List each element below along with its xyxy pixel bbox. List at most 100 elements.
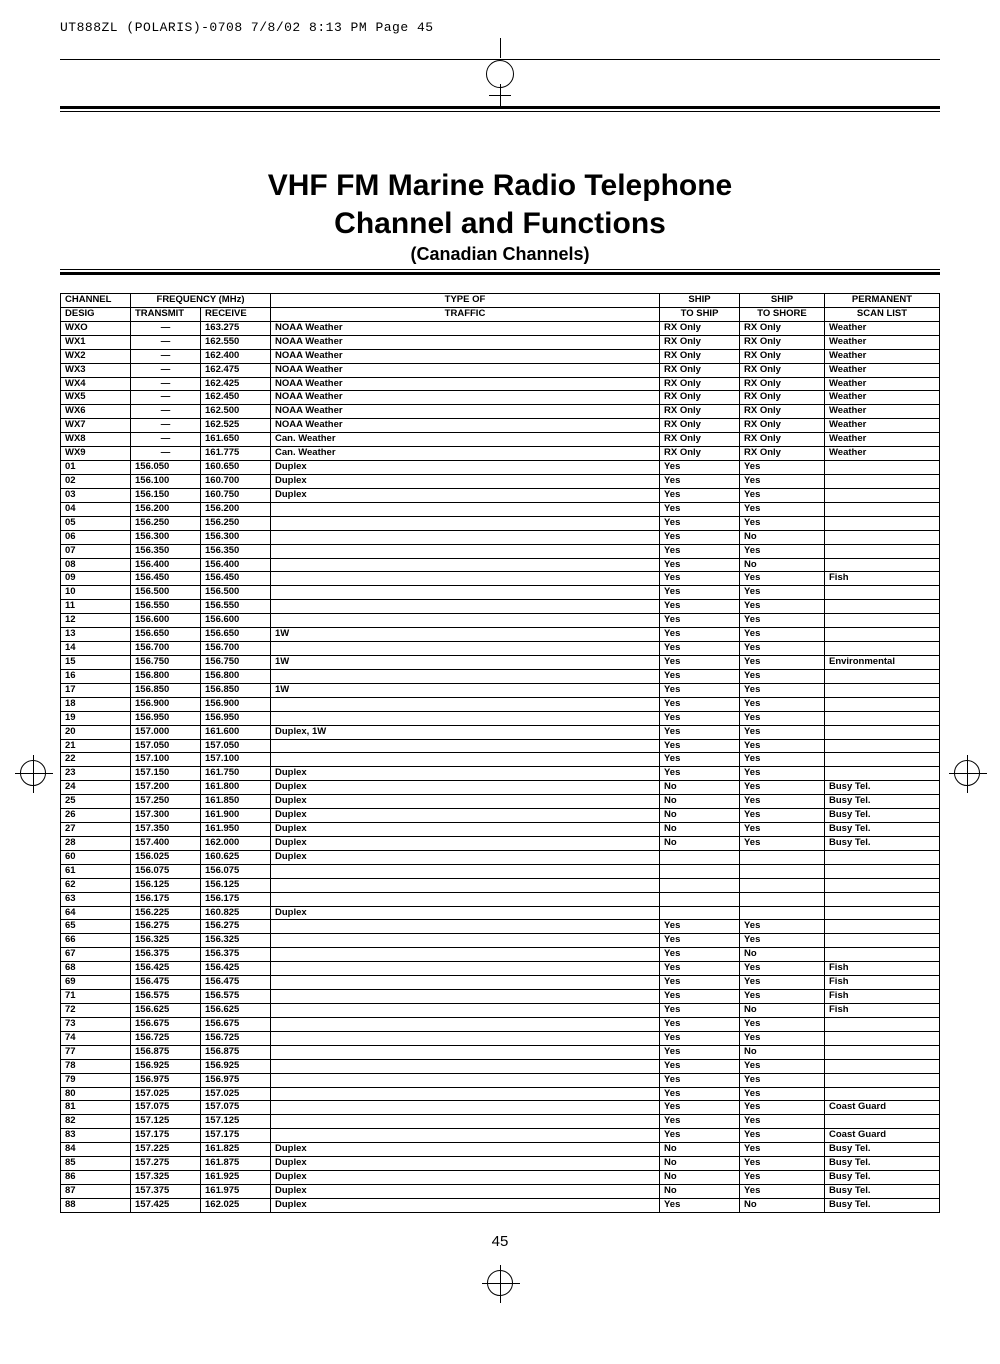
table-cell: Coast Guard — [825, 1129, 940, 1143]
table-cell: Yes — [740, 823, 825, 837]
table-cell: 162.550 — [201, 335, 271, 349]
table-cell: 81 — [61, 1101, 131, 1115]
table-cell: 161.975 — [201, 1185, 271, 1199]
table-cell: 60 — [61, 850, 131, 864]
table-cell: RX Only — [660, 321, 740, 335]
table-cell: 156.650 — [201, 628, 271, 642]
table-row: 04156.200156.200YesYes — [61, 502, 940, 516]
table-cell: Busy Tel. — [825, 1171, 940, 1185]
table-cell — [825, 767, 940, 781]
table-cell — [825, 906, 940, 920]
table-cell — [271, 1129, 660, 1143]
table-cell: Yes — [740, 781, 825, 795]
table-cell: Yes — [660, 697, 740, 711]
table-cell — [740, 878, 825, 892]
table-cell: Duplex — [271, 809, 660, 823]
table-row: 65156.275156.275YesYes — [61, 920, 940, 934]
table-cell — [271, 753, 660, 767]
table-cell: NOAA Weather — [271, 391, 660, 405]
table-row: 11156.550156.550YesYes — [61, 600, 940, 614]
table-cell: Yes — [660, 572, 740, 586]
table-row: 86157.325161.925DuplexNoYesBusy Tel. — [61, 1171, 940, 1185]
table-cell — [660, 850, 740, 864]
table-cell: 156.500 — [201, 586, 271, 600]
table-cell: 19 — [61, 711, 131, 725]
table-cell: 28 — [61, 836, 131, 850]
table-cell — [825, 878, 940, 892]
table-cell: Yes — [740, 1031, 825, 1045]
table-cell: Weather — [825, 419, 940, 433]
table-cell: 156.350 — [131, 544, 201, 558]
table-cell: WX7 — [61, 419, 131, 433]
table-cell — [825, 516, 940, 530]
table-cell — [271, 1045, 660, 1059]
table-cell: — — [131, 377, 201, 391]
table-cell: 17 — [61, 683, 131, 697]
table-row: 66156.325156.325YesYes — [61, 934, 940, 948]
rule-thick-2 — [60, 272, 940, 275]
table-row: 63156.175156.175 — [61, 892, 940, 906]
table-cell: 20 — [61, 725, 131, 739]
table-row: 08156.400156.400YesNo — [61, 558, 940, 572]
table-cell: RX Only — [660, 349, 740, 363]
table-cell: 161.875 — [201, 1157, 271, 1171]
table-cell: 22 — [61, 753, 131, 767]
table-cell: NOAA Weather — [271, 321, 660, 335]
table-cell — [271, 614, 660, 628]
table-cell — [740, 864, 825, 878]
table-cell: 156.500 — [131, 586, 201, 600]
table-cell: RX Only — [660, 447, 740, 461]
table-cell: 162.450 — [201, 391, 271, 405]
table-cell: Yes — [660, 586, 740, 600]
table-cell: Yes — [660, 558, 740, 572]
table-cell: 156.450 — [201, 572, 271, 586]
table-row: 78156.925156.925YesYes — [61, 1059, 940, 1073]
table-cell — [271, 1073, 660, 1087]
table-cell: 66 — [61, 934, 131, 948]
table-cell: 87 — [61, 1185, 131, 1199]
table-cell: NOAA Weather — [271, 377, 660, 391]
table-row: 07156.350156.350YesYes — [61, 544, 940, 558]
table-cell: RX Only — [660, 419, 740, 433]
table-cell: 156.450 — [131, 572, 201, 586]
table-cell — [660, 878, 740, 892]
rule-thin-2 — [60, 269, 940, 270]
table-cell: 71 — [61, 990, 131, 1004]
table-cell: Yes — [740, 628, 825, 642]
table-row: 18156.900156.900YesYes — [61, 697, 940, 711]
table-cell: 67 — [61, 948, 131, 962]
table-cell: Weather — [825, 335, 940, 349]
table-cell: Busy Tel. — [825, 1185, 940, 1199]
table-row: WX3—162.475NOAA WeatherRX OnlyRX OnlyWea… — [61, 363, 940, 377]
col-tx: TRANSMIT — [131, 307, 201, 321]
table-cell — [825, 934, 940, 948]
table-cell: 156.575 — [131, 990, 201, 1004]
table-cell: 156.300 — [201, 530, 271, 544]
table-cell — [271, 892, 660, 906]
table-cell: Yes — [740, 1171, 825, 1185]
page-number: 45 — [60, 1233, 940, 1250]
table-cell: 156.125 — [131, 878, 201, 892]
table-cell — [825, 1045, 940, 1059]
table-cell: WX9 — [61, 447, 131, 461]
table-cell: Duplex — [271, 1171, 660, 1185]
table-cell — [825, 1031, 940, 1045]
table-cell: NOAA Weather — [271, 419, 660, 433]
table-cell: Busy Tel. — [825, 1198, 940, 1212]
col-ship1-l2: TO SHIP — [660, 307, 740, 321]
table-cell: 156.700 — [201, 642, 271, 656]
table-cell: 156.850 — [131, 683, 201, 697]
table-cell: 09 — [61, 572, 131, 586]
table-row: 19156.950156.950YesYes — [61, 711, 940, 725]
table-cell: Yes — [660, 1017, 740, 1031]
table-cell: 01 — [61, 461, 131, 475]
table-cell: 156.475 — [201, 976, 271, 990]
rule-thick-1 — [60, 106, 940, 109]
table-cell — [271, 530, 660, 544]
table-cell: Fish — [825, 1004, 940, 1018]
table-cell: 86 — [61, 1171, 131, 1185]
table-cell: 156.875 — [131, 1045, 201, 1059]
table-cell — [740, 892, 825, 906]
col-type-l2: TRAFFIC — [271, 307, 660, 321]
table-cell: Weather — [825, 447, 940, 461]
